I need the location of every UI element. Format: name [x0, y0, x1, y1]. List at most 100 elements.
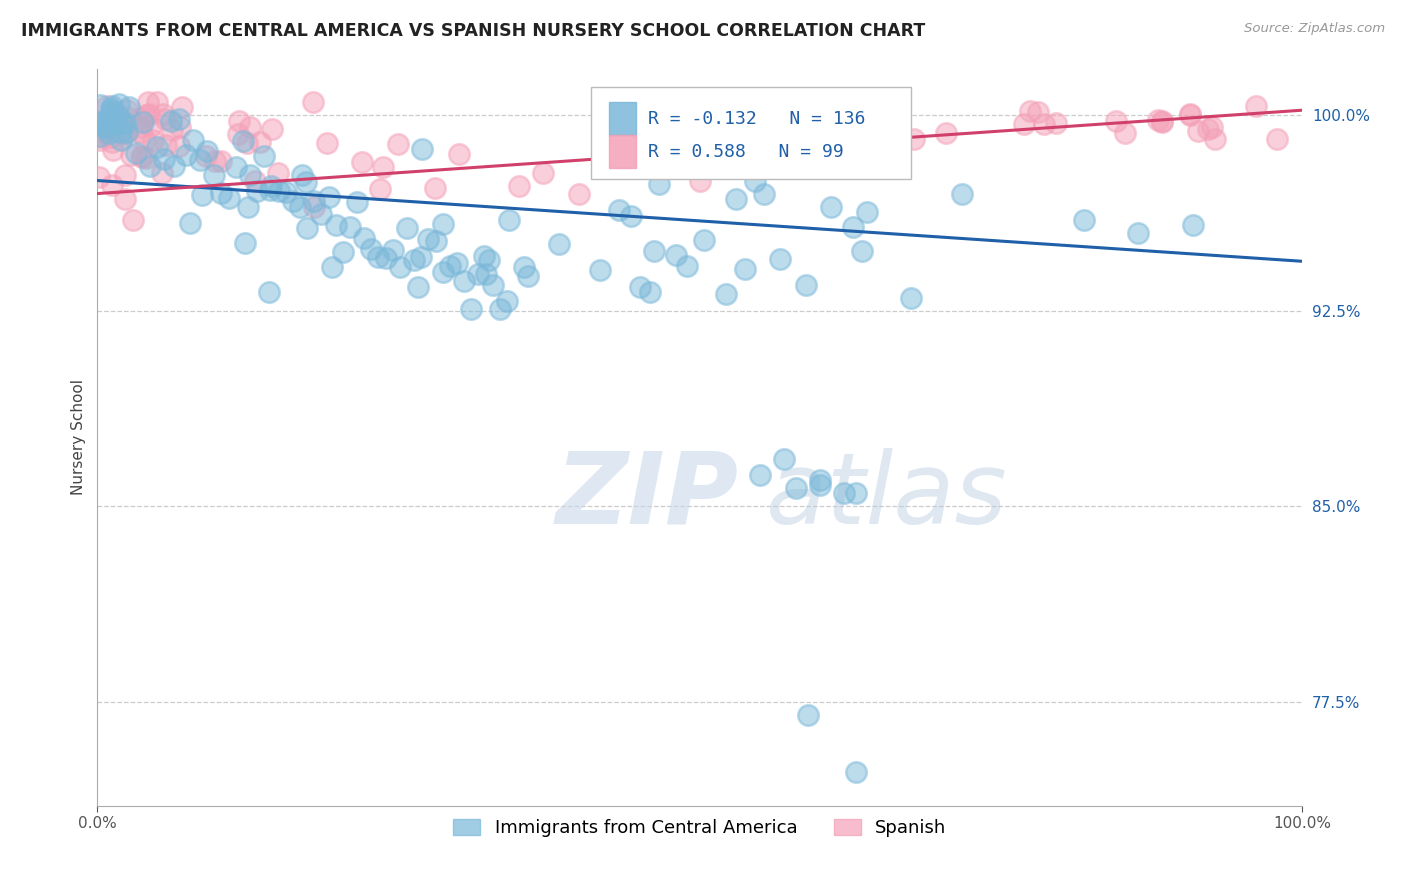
Point [179, 216, 201, 230]
Point [110, 112, 132, 127]
Point [209, 154, 232, 169]
Y-axis label: Nursery School: Nursery School [72, 379, 86, 495]
Point [1204, 131, 1226, 145]
Point [114, 116, 136, 130]
Point [129, 125, 152, 139]
Point [150, 166, 173, 180]
Point [302, 95, 325, 110]
Point [689, 173, 711, 187]
Text: R = 0.588   N = 99: R = 0.588 N = 99 [648, 143, 844, 161]
Point [474, 267, 496, 281]
Point [754, 112, 776, 127]
Point [1150, 115, 1173, 129]
Point [155, 138, 177, 153]
Point [432, 264, 454, 278]
Point [94, 126, 117, 140]
Point [120, 148, 142, 162]
Point [195, 144, 218, 158]
Point [152, 107, 174, 121]
Point [218, 191, 240, 205]
Point [1265, 132, 1288, 146]
Point [643, 244, 665, 258]
Point [664, 248, 686, 262]
Point [388, 260, 411, 274]
Point [404, 252, 426, 267]
Text: R = -0.132   N = 136: R = -0.132 N = 136 [648, 110, 866, 128]
Point [1197, 121, 1219, 136]
Point [1178, 107, 1201, 121]
FancyBboxPatch shape [609, 102, 636, 135]
Point [808, 118, 831, 132]
Point [1181, 218, 1204, 232]
Point [132, 115, 155, 129]
Point [453, 274, 475, 288]
Point [352, 155, 374, 169]
Point [1033, 117, 1056, 131]
Point [274, 185, 297, 199]
Point [259, 183, 281, 197]
Point [770, 105, 793, 120]
Point [114, 168, 136, 182]
Point [693, 234, 716, 248]
Point [517, 269, 540, 284]
Point [204, 154, 226, 169]
Point [1045, 116, 1067, 130]
Point [243, 174, 266, 188]
Point [122, 212, 145, 227]
Point [498, 213, 520, 227]
Point [406, 280, 429, 294]
Point [97, 127, 120, 141]
Point [100, 130, 122, 145]
Point [89, 132, 111, 146]
Point [129, 120, 152, 134]
Point [856, 204, 879, 219]
Point [117, 100, 139, 114]
Point [93, 120, 115, 135]
Point [87, 169, 110, 184]
Point [778, 122, 800, 136]
Point [489, 301, 512, 316]
Point [89, 129, 111, 144]
Point [134, 132, 156, 146]
Point [260, 178, 283, 193]
Point [160, 113, 183, 128]
Point [1128, 226, 1150, 240]
Point [360, 243, 382, 257]
Point [191, 188, 214, 202]
Point [117, 103, 139, 117]
Point [513, 260, 536, 274]
Point [259, 285, 281, 300]
Point [167, 139, 190, 153]
Point [114, 126, 136, 140]
Point [139, 159, 162, 173]
Point [170, 100, 193, 114]
Point [387, 137, 409, 152]
Point [1147, 113, 1170, 128]
Point [139, 119, 162, 133]
Point [834, 486, 856, 500]
Point [1244, 99, 1267, 113]
Point [100, 118, 122, 132]
Point [316, 136, 339, 150]
Point [100, 178, 122, 192]
Point [845, 486, 868, 500]
Point [115, 125, 138, 139]
Point [1026, 105, 1049, 120]
Point [411, 250, 433, 264]
Point [108, 97, 131, 112]
Text: IMMIGRANTS FROM CENTRAL AMERICA VS SPANISH NURSERY SCHOOL CORRELATION CHART: IMMIGRANTS FROM CENTRAL AMERICA VS SPANI… [21, 22, 925, 40]
Point [100, 102, 122, 116]
Point [1178, 108, 1201, 122]
Point [103, 113, 125, 128]
Point [232, 134, 254, 148]
Point [568, 186, 591, 201]
Point [125, 146, 148, 161]
Point [325, 218, 347, 232]
Point [131, 149, 153, 163]
Point [262, 122, 284, 136]
Point [239, 169, 262, 183]
Point [94, 120, 117, 134]
Point [339, 220, 361, 235]
Point [808, 473, 831, 487]
Point [146, 140, 169, 154]
